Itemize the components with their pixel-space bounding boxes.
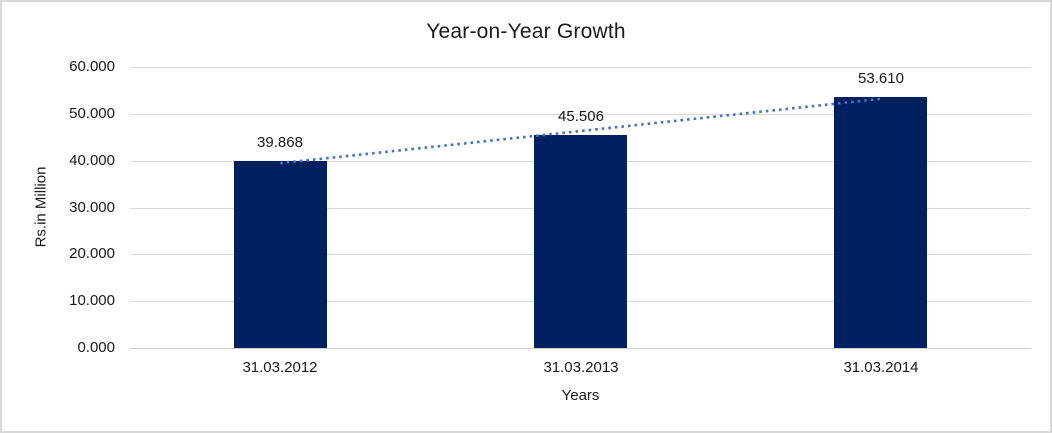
chart-title: Year-on-Year Growth [426, 20, 626, 43]
x-axis-title: Years [561, 387, 600, 404]
y-tick-label: 10.000 [69, 292, 115, 309]
bar [534, 135, 627, 348]
y-tick-label: 20.000 [69, 245, 115, 262]
bar [234, 161, 327, 348]
x-tick-label: 31.03.2014 [843, 359, 919, 376]
x-tick-label: 31.03.2012 [242, 359, 318, 376]
x-axis-line [130, 348, 1031, 349]
bar-data-label: 53.610 [858, 70, 904, 87]
y-tick-label: 40.000 [69, 152, 115, 169]
bar-data-label: 39.868 [257, 134, 303, 151]
y-tick-label: 0.000 [77, 339, 115, 356]
bar [834, 97, 927, 348]
y-tick-label: 60.000 [69, 58, 115, 75]
y-tick-label: 30.000 [69, 199, 115, 216]
bar-data-label: 45.506 [558, 108, 604, 125]
x-tick-label: 31.03.2013 [543, 359, 619, 376]
y-tick-label: 50.000 [69, 105, 115, 122]
gridline [130, 67, 1031, 68]
